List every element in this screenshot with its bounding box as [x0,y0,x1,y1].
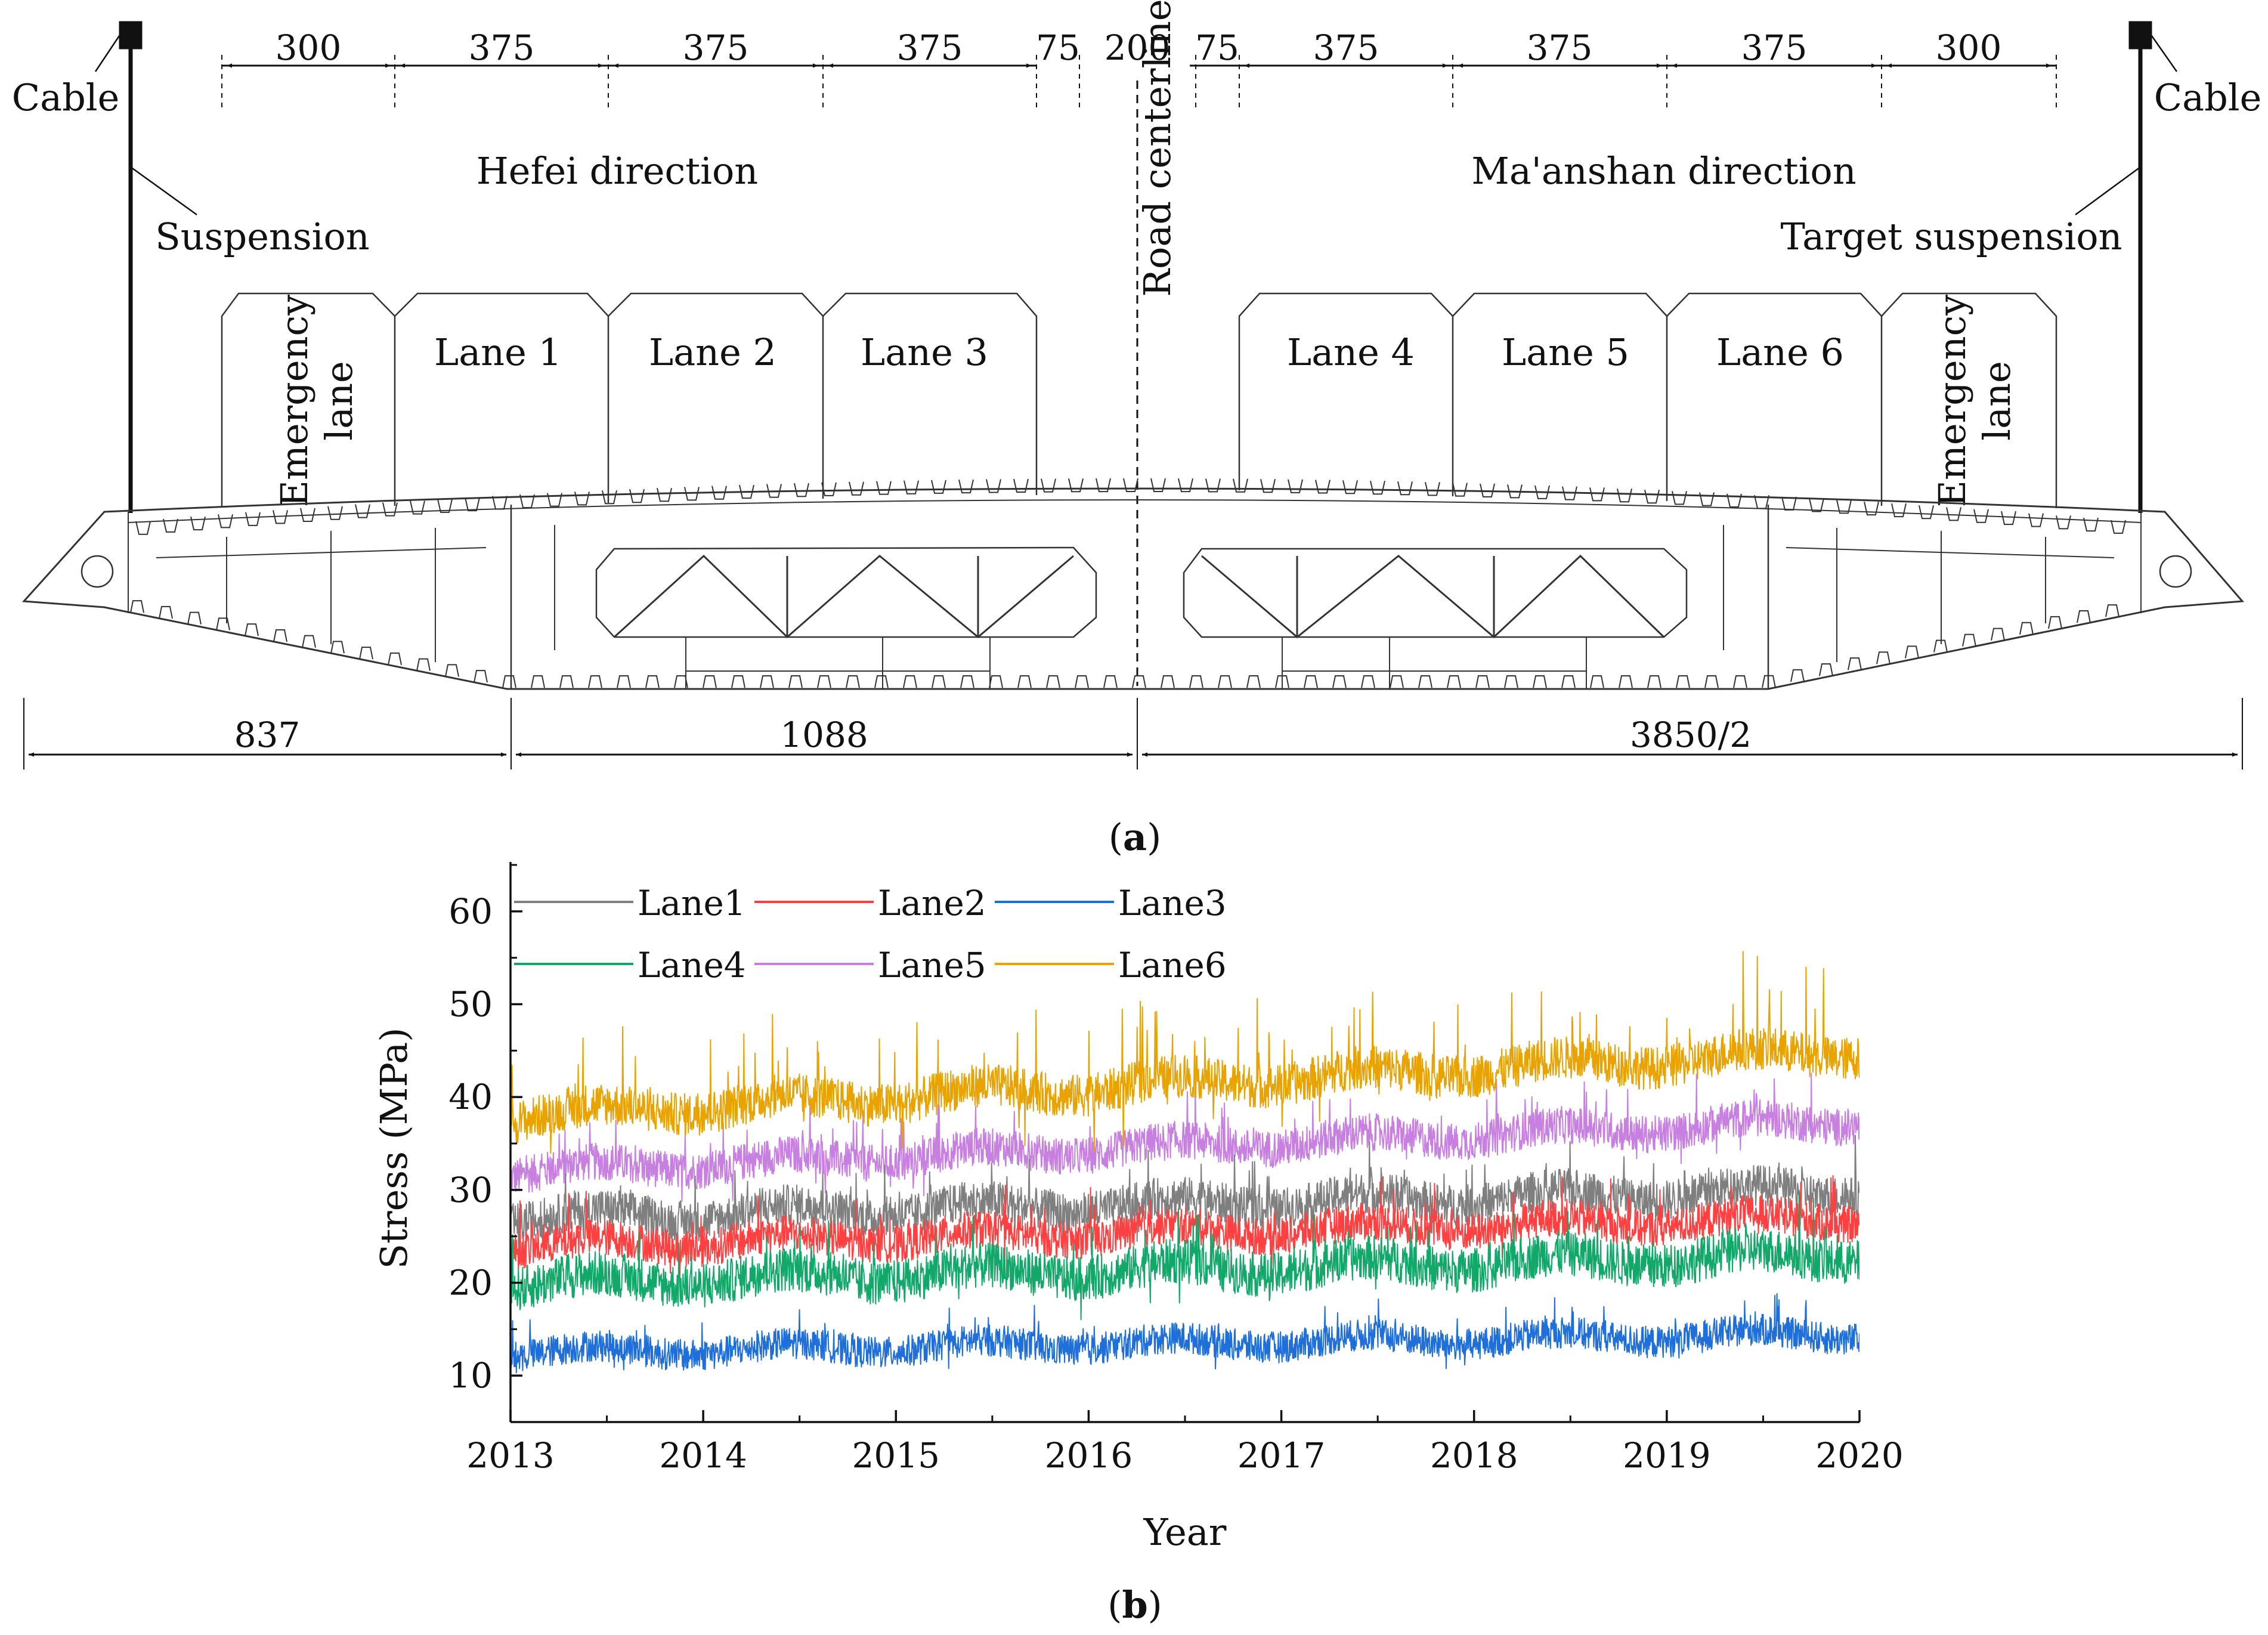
series-line-lane2 [510,1175,1859,1278]
x-axis-title: Year [1143,1510,1227,1554]
series-line-lane3 [510,1293,1859,1374]
emergency-label-line: Emergency [273,295,316,507]
left-cable-label: Cable [12,76,120,119]
dim-label: 300 [276,27,342,68]
series-line-lane5 [510,1073,1859,1202]
x-tick-label: 2014 [659,1435,747,1476]
left-anchor-hole [81,555,114,588]
lane-label: Lane 3 [861,330,988,374]
series-layer [510,951,1859,1374]
left-cable-block [119,21,143,50]
legend-label: Lane1 [638,883,746,923]
x-tick-label: 2013 [466,1435,555,1476]
dim-label: 375 [1741,27,1808,68]
dim-label: 375 [683,27,749,68]
lane-label: Lane 5 [1502,330,1629,374]
emergency-label-line: lane [1975,361,2019,440]
y-tick-label: 20 [448,1263,493,1303]
right-anchor-hole [2159,555,2192,588]
panel-a: 300 375 375 375 75 200 75 375 375 375 30… [12,0,2262,859]
bottom-dim-label: 837 [234,715,301,755]
x-tick-label: 2017 [1237,1435,1326,1476]
bottom-dim-label: 3850/2 [1630,715,1752,755]
girder-outline [21,487,2245,690]
bottom-ribs [130,600,2120,688]
centerline-label: Road centerline [1135,0,1179,297]
right-cable-hanger [2075,21,2178,513]
legend-label: Lane2 [878,883,986,923]
legend-label: Lane3 [1118,883,1227,923]
legend: Lane1 Lane2 Lane3 Lane4 Lane5 Lane6 [514,883,1227,985]
series-line-lane1 [510,1135,1859,1260]
lane-label: Lane 1 [434,330,562,374]
y-tick-label: 10 [448,1355,493,1396]
series-line-lane6 [510,951,1859,1154]
dim-label: 375 [1527,27,1593,68]
left-truss-diagonals [613,554,1074,639]
lane-label: Lane 4 [1287,330,1415,374]
dim-label: 75 [1195,27,1239,68]
y-tick-label: 50 [448,984,493,1025]
left-cable-hanger [94,21,197,513]
x-tick-label: 2015 [852,1435,940,1476]
right-direction-label: Ma'anshan direction [1471,149,1856,193]
tick-layer: 2013 2014 2015 2016 2017 2018 2019 2020 10 20 30 40… [448,864,1904,1476]
y-axis-title: Stress (MPa) [372,1028,416,1269]
dim-label: 375 [469,27,535,68]
top-dimension-labels: 300 375 375 375 75 200 75 375 375 375 30… [276,27,2002,68]
lane-labels: Lane 1 Lane 2 Lane 3 Lane 4 Lane 5 Lane … [434,330,1844,374]
dim-label: 375 [897,27,963,68]
x-tick-label: 2016 [1045,1435,1133,1476]
left-direction-label: Hefei direction [477,149,759,193]
lane-label: Lane 6 [1716,330,1844,374]
right-cable-block [2128,21,2152,50]
right-truss-diagonals [1201,554,1665,639]
emergency-lane-left-label: Emergency lane [273,295,361,507]
left-truss-frame [595,546,1097,638]
girder-cross-section [21,478,2245,690]
emergency-lane-right-label: Emergency lane [1930,295,2019,507]
series-line-lane4 [510,1192,1859,1321]
x-tick-label: 2019 [1623,1435,1711,1476]
legend-label: Lane5 [878,945,986,985]
y-tick-label: 60 [448,891,493,932]
dim-label: 200 [1104,27,1171,68]
legend-label: Lane6 [1118,945,1227,985]
dim-label: 300 [1936,27,2002,68]
emergency-label-line: lane [317,361,361,440]
dim-label: 75 [1036,27,1080,68]
legend-label: Lane4 [638,945,746,985]
panel-a-caption: (a) [1109,815,1162,859]
bottom-dim-label: 1088 [780,715,868,755]
lane-outlines [221,292,2057,508]
dim-label: 375 [1313,27,1379,68]
bottom-dimension-chain [23,698,2243,769]
x-tick-label: 2020 [1815,1435,1904,1476]
panel-b-caption: (b) [1107,1583,1162,1627]
emergency-label-line: Emergency [1930,295,1974,507]
x-tick-label: 2018 [1430,1435,1518,1476]
left-hanger-label: Suspension [155,215,369,258]
lane-label: Lane 2 [649,330,776,374]
right-hanger-label: Target suspension [1781,215,2122,258]
panel-b-chart: 2013 2014 2015 2016 2017 2018 2019 2020 10 20 30 40… [372,862,1904,1627]
y-tick-label: 30 [448,1170,493,1210]
deck-plate [128,499,2142,523]
deck-ribs [135,478,2126,535]
right-truss-frame [1183,548,1688,638]
right-cable-label: Cable [2154,76,2262,119]
y-tick-label: 40 [448,1077,493,1117]
